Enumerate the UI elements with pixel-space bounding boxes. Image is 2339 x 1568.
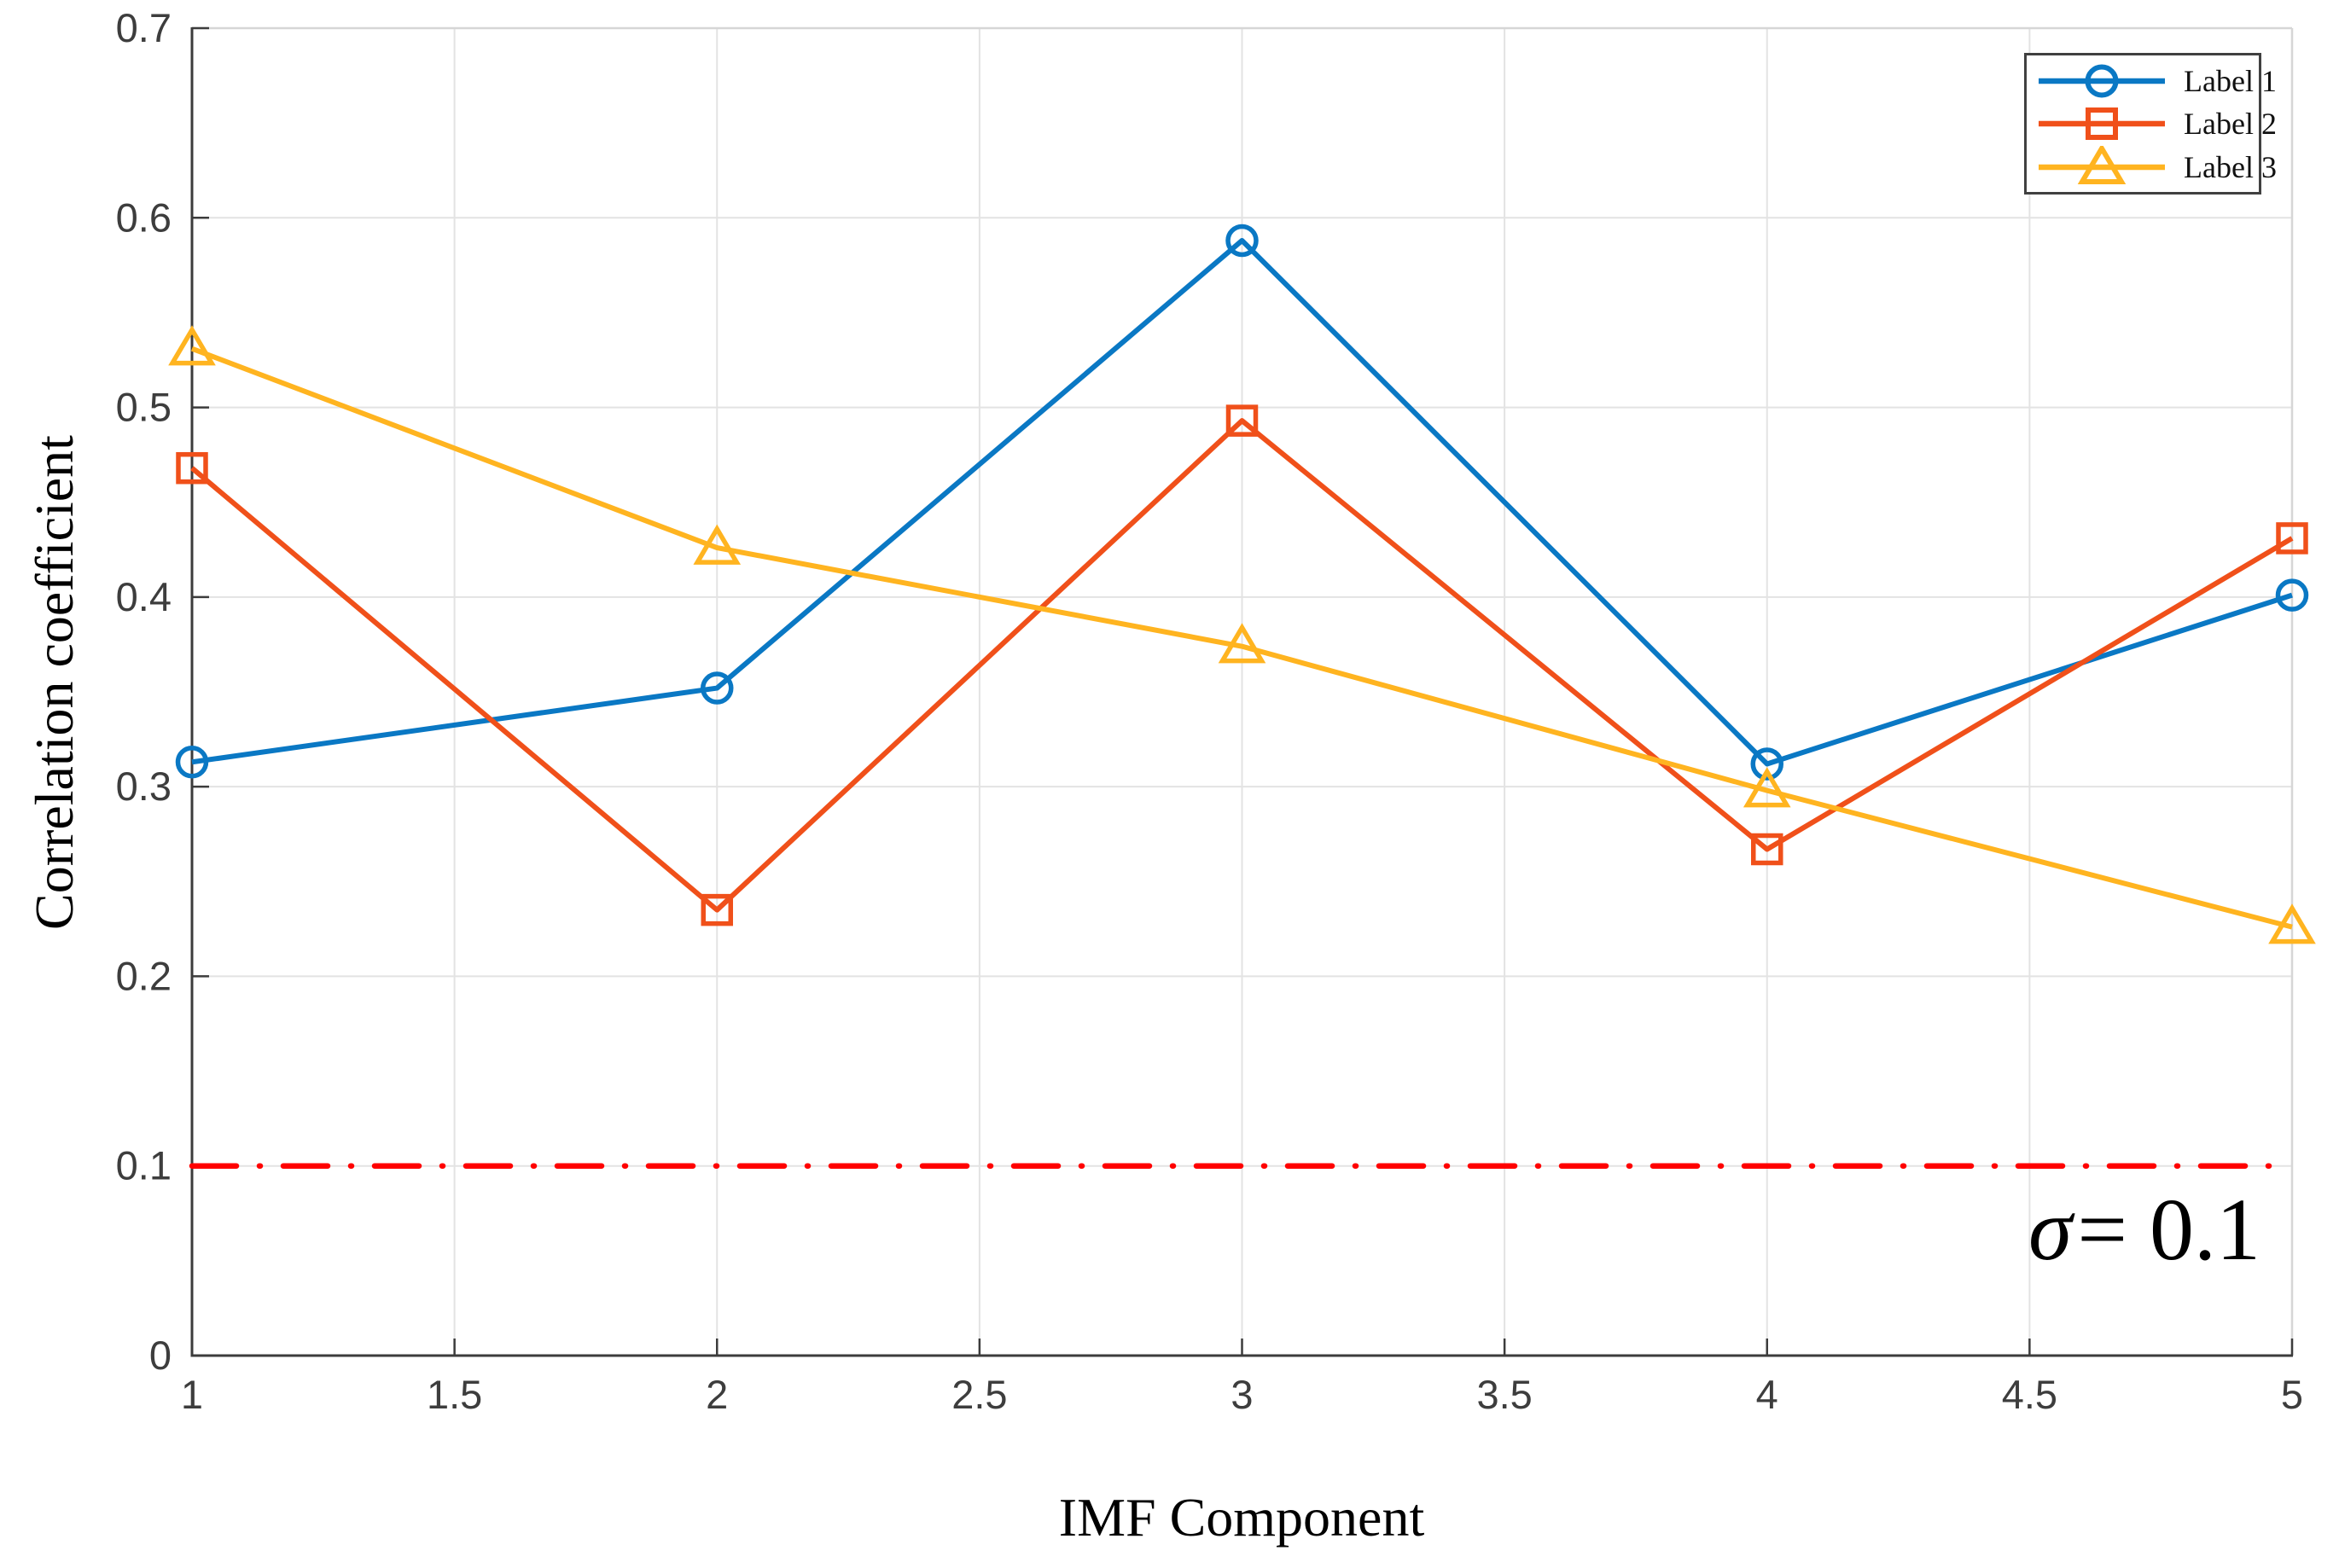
series-line <box>190 346 2293 930</box>
legend-label: Label 1 <box>2184 63 2277 98</box>
x-axis-title: IMF Component <box>1058 1487 1425 1548</box>
x-tick-label: 2.5 <box>951 1372 1007 1417</box>
legend-marker-triangle-icon <box>2039 145 2165 184</box>
sigma-symbol: σ <box>2028 1181 2073 1279</box>
series-label-3 <box>168 325 2316 944</box>
series-label-2 <box>176 404 2308 926</box>
y-tick-label: 0.2 <box>116 953 172 998</box>
y-tick-label: 0.5 <box>116 385 172 430</box>
x-tick-label: 3.5 <box>1476 1372 1532 1417</box>
y-tick-label: 0.7 <box>116 5 172 50</box>
legend-label: Label 3 <box>2184 149 2277 184</box>
sigma-annotation: σ= 0.1 <box>2028 1179 2260 1281</box>
y-tick-label: 0.4 <box>116 574 172 619</box>
y-tick-label: 0 <box>149 1333 172 1378</box>
legend-item-label-2: Label 2 <box>2027 102 2277 145</box>
legend-label: Label 2 <box>2184 107 2277 141</box>
sigma-value: = 0.1 <box>2077 1181 2260 1279</box>
series-line <box>191 237 2293 767</box>
legend-marker-circle-icon <box>2039 64 2165 97</box>
x-tick-label: 2 <box>706 1372 728 1417</box>
y-tick-label: 0.1 <box>116 1143 172 1188</box>
legend-item-label-3: Label 3 <box>2027 145 2277 189</box>
legend-item-label-1: Label 1 <box>2027 60 2277 102</box>
series-line <box>190 418 2294 913</box>
series-label-1 <box>175 224 2309 781</box>
x-tick-label: 5 <box>2281 1372 2303 1417</box>
x-tick-label: 4 <box>1756 1372 1778 1417</box>
x-tick-label: 1.5 <box>427 1372 482 1417</box>
legend: Label 1 Label 2 Label 3 <box>2024 53 2277 195</box>
y-axis-title: Correlation coefficient <box>24 435 84 930</box>
y-tick-label: 0.6 <box>116 195 172 240</box>
y-tick-label: 0.3 <box>116 764 172 809</box>
x-tick-label: 4.5 <box>2002 1372 2057 1417</box>
x-tick-label: 3 <box>1231 1372 1253 1417</box>
x-tick-label: 1 <box>181 1372 203 1417</box>
legend-marker-square-icon <box>2039 107 2165 140</box>
